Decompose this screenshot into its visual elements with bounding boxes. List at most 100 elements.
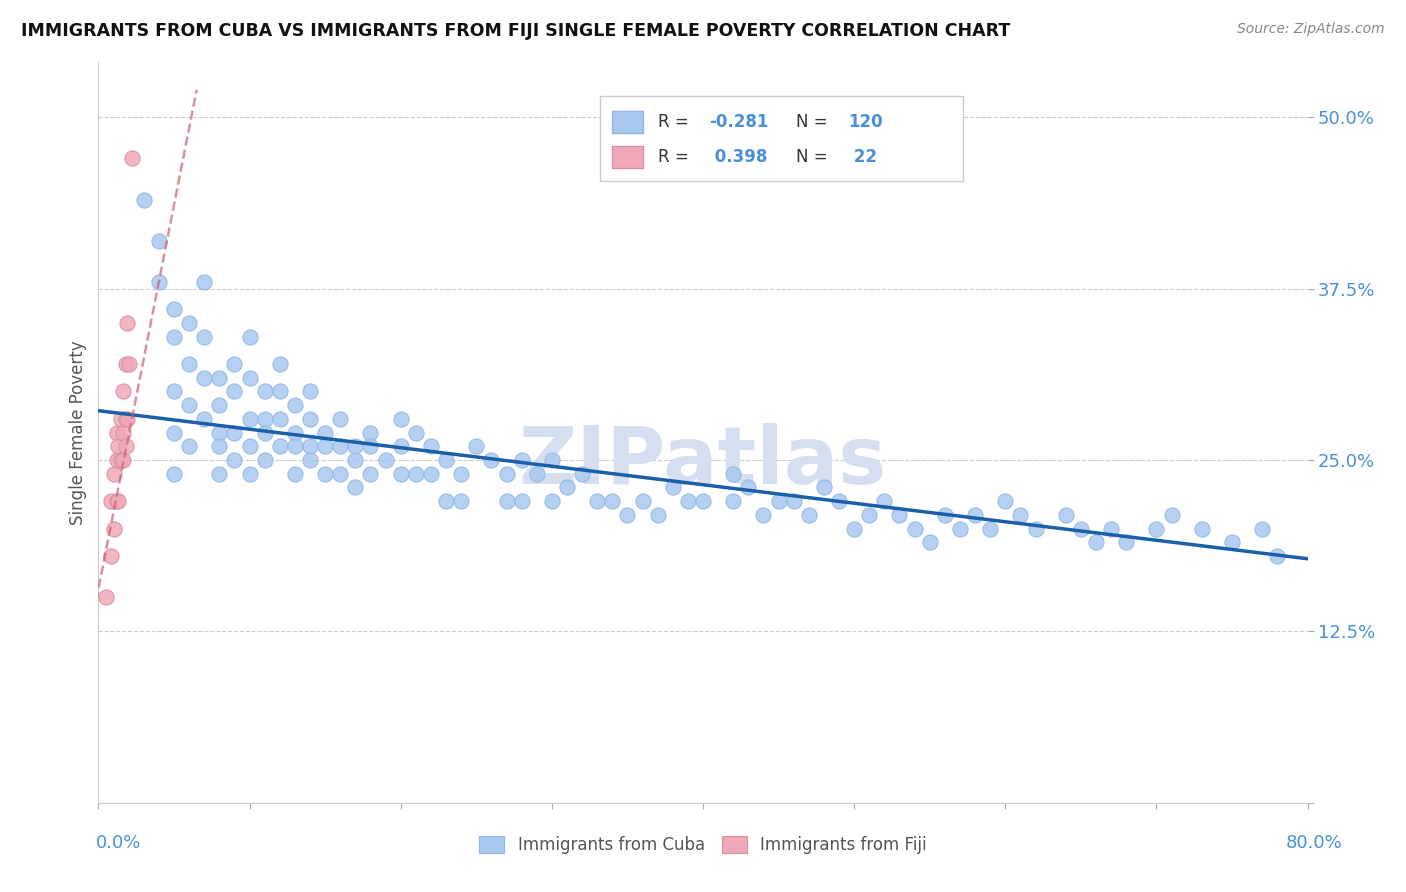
Point — [239, 371, 262, 385]
Point — [111, 425, 134, 440]
Point — [918, 535, 941, 549]
Point — [163, 329, 186, 343]
Text: 22: 22 — [848, 148, 877, 166]
Point — [420, 467, 443, 481]
Point — [813, 480, 835, 494]
Point — [540, 453, 562, 467]
Point — [495, 467, 517, 481]
Point — [193, 371, 215, 385]
Point — [1054, 508, 1077, 522]
Point — [723, 467, 745, 481]
Point — [208, 439, 231, 453]
Point — [111, 453, 134, 467]
Point — [1251, 522, 1274, 536]
Point — [115, 316, 138, 330]
Point — [329, 439, 352, 453]
Text: IMMIGRANTS FROM CUBA VS IMMIGRANTS FROM FIJI SINGLE FEMALE POVERTY CORRELATION C: IMMIGRANTS FROM CUBA VS IMMIGRANTS FROM … — [21, 22, 1011, 40]
Point — [299, 439, 322, 453]
Point — [692, 494, 714, 508]
Point — [208, 425, 231, 440]
Point — [107, 439, 129, 453]
Point — [465, 439, 488, 453]
Text: 120: 120 — [848, 112, 883, 130]
Point — [828, 494, 851, 508]
Point — [934, 508, 956, 522]
Point — [329, 467, 352, 481]
Point — [1160, 508, 1182, 522]
Point — [1191, 522, 1213, 536]
Bar — [613, 146, 643, 169]
Point — [389, 439, 412, 453]
Point — [510, 453, 533, 467]
Point — [105, 425, 128, 440]
Point — [647, 508, 669, 522]
Text: Source: ZipAtlas.com: Source: ZipAtlas.com — [1237, 22, 1385, 37]
Point — [752, 508, 775, 522]
Point — [269, 412, 291, 426]
Point — [193, 275, 215, 289]
Point — [110, 453, 132, 467]
Point — [179, 316, 201, 330]
Point — [1024, 522, 1046, 536]
Point — [299, 412, 322, 426]
Point — [110, 412, 132, 426]
Point — [450, 494, 472, 508]
Legend: Immigrants from Cuba, Immigrants from Fiji: Immigrants from Cuba, Immigrants from Fi… — [472, 830, 934, 861]
Point — [114, 412, 136, 426]
Point — [616, 508, 638, 522]
Point — [132, 193, 155, 207]
Y-axis label: Single Female Poverty: Single Female Poverty — [69, 341, 87, 524]
Point — [844, 522, 866, 536]
Point — [1010, 508, 1032, 522]
Point — [224, 357, 246, 371]
Point — [904, 522, 927, 536]
Point — [495, 494, 517, 508]
Point — [284, 467, 307, 481]
Text: 0.0%: 0.0% — [96, 834, 141, 852]
Point — [121, 152, 143, 166]
Point — [193, 329, 215, 343]
Point — [949, 522, 972, 536]
Point — [510, 494, 533, 508]
Point — [103, 467, 125, 481]
Point — [239, 467, 262, 481]
Point — [676, 494, 699, 508]
Point — [1099, 522, 1122, 536]
Point — [405, 467, 427, 481]
Point — [224, 425, 246, 440]
Point — [224, 453, 246, 467]
Point — [179, 439, 201, 453]
Point — [783, 494, 806, 508]
Point — [873, 494, 896, 508]
Text: R =: R = — [658, 148, 695, 166]
Point — [103, 522, 125, 536]
Text: R =: R = — [658, 112, 695, 130]
Point — [105, 453, 128, 467]
Point — [115, 412, 138, 426]
Point — [94, 590, 117, 604]
Point — [1085, 535, 1108, 549]
Point — [314, 425, 336, 440]
Point — [253, 425, 276, 440]
Point — [114, 357, 136, 371]
Point — [208, 371, 231, 385]
Point — [797, 508, 820, 522]
Point — [737, 480, 759, 494]
Point — [239, 412, 262, 426]
Text: ZIPatlas: ZIPatlas — [519, 423, 887, 501]
FancyBboxPatch shape — [600, 95, 963, 181]
Point — [360, 467, 382, 481]
Point — [239, 329, 262, 343]
Point — [344, 439, 367, 453]
Point — [118, 357, 141, 371]
Point — [768, 494, 790, 508]
Point — [344, 453, 367, 467]
Point — [661, 480, 683, 494]
Point — [208, 398, 231, 412]
Point — [389, 412, 412, 426]
Point — [405, 425, 427, 440]
Point — [1115, 535, 1137, 549]
Point — [105, 494, 128, 508]
Point — [858, 508, 880, 522]
Point — [979, 522, 1001, 536]
